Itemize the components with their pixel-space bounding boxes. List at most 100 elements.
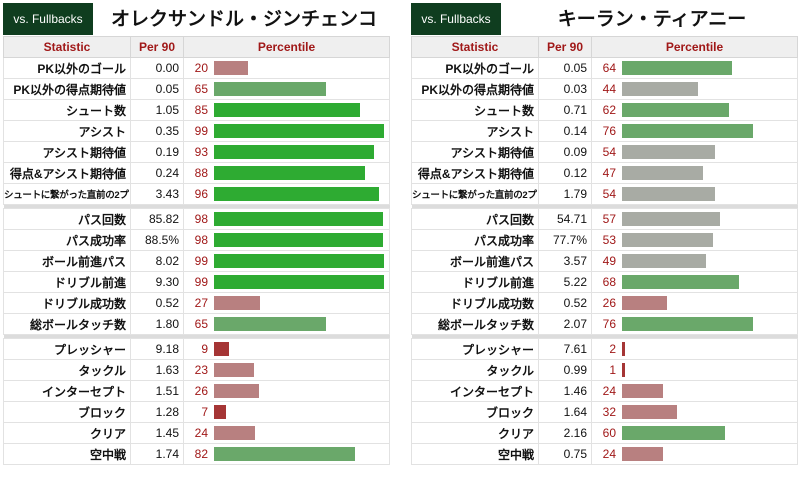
player-panel-tierney: vs. Fullbacks キーラン・ティアニー Statistic Per 9… [411, 0, 798, 465]
percentile-bar [622, 124, 753, 138]
percentile-bar [214, 187, 379, 201]
per90-value: 2.07 [538, 313, 592, 335]
stat-label: 総ボールタッチ数 [411, 313, 539, 335]
stats-table: Statistic Per 90 Percentile PK以外のゴール 0.05… [411, 36, 798, 465]
per90-value: 0.52 [130, 292, 184, 314]
per90-value: 0.05 [130, 78, 184, 100]
stat-label: ドリブル成功数 [3, 292, 131, 314]
percentile-label: 60 [602, 426, 616, 440]
stat-label: インターセプト [3, 380, 131, 402]
per90-value: 3.43 [130, 183, 184, 205]
stat-label: アシスト期待値 [3, 141, 131, 163]
per90-value: 0.12 [538, 162, 592, 184]
per90-value: 54.71 [538, 208, 592, 230]
percentile-bar [622, 233, 713, 247]
table-row: 得点&アシスト期待値 0.12 47 [411, 162, 798, 184]
table-row: プレッシャー 7.61 2 [411, 338, 798, 360]
per90-value: 1.05 [130, 99, 184, 121]
table-row: アシスト 0.14 76 [411, 120, 798, 142]
percentile-cell: 93 [183, 141, 390, 163]
percentile-label: 96 [194, 187, 208, 201]
stat-label: ボール前進パス [411, 250, 539, 272]
table-row: ボール前進パス 3.57 49 [411, 250, 798, 272]
stat-label: タックル [3, 359, 131, 381]
column-header-percentile: Percentile [183, 36, 390, 58]
percentile-label: 88 [194, 166, 208, 180]
stat-label: PK以外の得点期待値 [3, 78, 131, 100]
per90-value: 1.74 [130, 443, 184, 465]
stat-label: 空中戦 [3, 443, 131, 465]
stat-label: ドリブル成功数 [411, 292, 539, 314]
percentile-cell: 7 [183, 401, 390, 423]
stat-label: タックル [411, 359, 539, 381]
stat-label: 総ボールタッチ数 [3, 313, 131, 335]
percentile-label: 32 [602, 405, 616, 419]
percentile-bar [214, 317, 326, 331]
table-row: アシスト 0.35 99 [3, 120, 390, 142]
percentile-label: 24 [194, 426, 208, 440]
table-header-row: Statistic Per 90 Percentile [3, 36, 390, 58]
percentile-bar [622, 363, 625, 377]
percentile-bar [622, 166, 703, 180]
percentile-cell: 88 [183, 162, 390, 184]
table-row: PK以外のゴール 0.00 20 [3, 57, 390, 79]
percentile-bar [622, 103, 729, 117]
percentile-label: 7 [201, 405, 208, 419]
per90-value: 85.82 [130, 208, 184, 230]
per90-value: 3.57 [538, 250, 592, 272]
stat-label: ドリブル前進 [411, 271, 539, 293]
column-header-statistic: Statistic [3, 36, 131, 58]
player-panel-zinchenko: vs. Fullbacks オレクサンドル・ジンチェンコ Statistic P… [3, 0, 390, 465]
percentile-label: 49 [602, 254, 616, 268]
percentile-bar [622, 82, 698, 96]
per90-value: 0.14 [538, 120, 592, 142]
per90-value: 88.5% [130, 229, 184, 251]
per90-value: 77.7% [538, 229, 592, 251]
percentile-bar [214, 275, 384, 289]
per90-value: 1.80 [130, 313, 184, 335]
table-row: 得点&アシスト期待値 0.24 88 [3, 162, 390, 184]
percentile-bar [622, 212, 720, 226]
percentile-label: 20 [194, 61, 208, 75]
percentile-bar [214, 103, 360, 117]
percentile-cell: 98 [183, 229, 390, 251]
comparison-tag: vs. Fullbacks [3, 3, 93, 35]
table-row: PK以外のゴール 0.05 64 [411, 57, 798, 79]
percentile-cell: 68 [591, 271, 798, 293]
stat-label: PK以外のゴール [3, 57, 131, 79]
percentile-cell: 24 [591, 380, 798, 402]
table-row: タックル 1.63 23 [3, 359, 390, 381]
per90-value: 2.16 [538, 422, 592, 444]
table-row: ボール前進パス 8.02 99 [3, 250, 390, 272]
percentile-label: 9 [201, 342, 208, 356]
table-row: インターセプト 1.46 24 [411, 380, 798, 402]
percentile-cell: 65 [183, 78, 390, 100]
table-row: PK以外の得点期待値 0.05 65 [3, 78, 390, 100]
percentile-cell: 76 [591, 120, 798, 142]
per90-value: 0.03 [538, 78, 592, 100]
per90-value: 0.19 [130, 141, 184, 163]
percentile-cell: 57 [591, 208, 798, 230]
stat-label: 得点&アシスト期待値 [3, 162, 131, 184]
per90-value: 1.28 [130, 401, 184, 423]
percentile-bar [214, 61, 248, 75]
percentile-cell: 47 [591, 162, 798, 184]
per90-value: 0.00 [130, 57, 184, 79]
table-row: ブロック 1.28 7 [3, 401, 390, 423]
per90-value: 8.02 [130, 250, 184, 272]
per90-value: 0.71 [538, 99, 592, 121]
table-row: 空中戦 0.75 24 [411, 443, 798, 465]
percentile-bar [214, 447, 355, 461]
per90-value: 7.61 [538, 338, 592, 360]
percentile-cell: 82 [183, 443, 390, 465]
percentile-bar [622, 145, 715, 159]
table-row: パス成功率 77.7% 53 [411, 229, 798, 251]
stat-label: シュートに繋がった直前の2プレイ [411, 183, 539, 205]
table-row: タックル 0.99 1 [411, 359, 798, 381]
table-row: ドリブル成功数 0.52 26 [411, 292, 798, 314]
table-row: プレッシャー 9.18 9 [3, 338, 390, 360]
percentile-bar [214, 212, 383, 226]
stat-label: パス成功率 [411, 229, 539, 251]
percentile-bar [622, 296, 667, 310]
column-header-statistic: Statistic [411, 36, 539, 58]
